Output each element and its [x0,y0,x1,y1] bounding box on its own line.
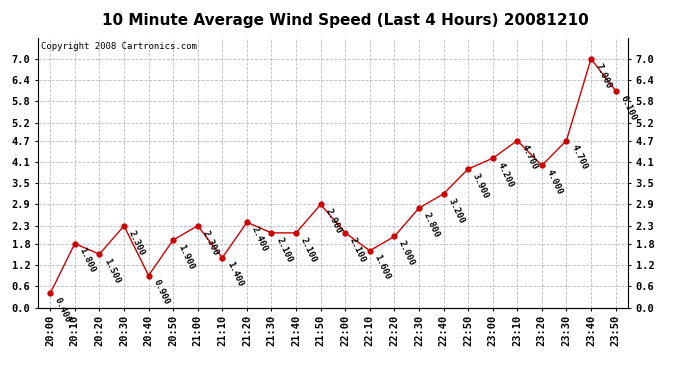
Text: 1.500: 1.500 [102,257,121,285]
Text: 3.200: 3.200 [446,196,466,225]
Text: 4.200: 4.200 [495,161,515,189]
Text: 2.900: 2.900 [324,207,343,236]
Text: Copyright 2008 Cartronics.com: Copyright 2008 Cartronics.com [41,42,197,51]
Text: 10 Minute Average Wind Speed (Last 4 Hours) 20081210: 10 Minute Average Wind Speed (Last 4 Hou… [101,13,589,28]
Text: 1.900: 1.900 [176,243,195,271]
Text: 2.100: 2.100 [299,236,318,264]
Text: 2.100: 2.100 [274,236,294,264]
Text: 2.300: 2.300 [127,229,146,257]
Text: 2.100: 2.100 [348,236,368,264]
Text: 2.000: 2.000 [397,239,417,267]
Text: 1.800: 1.800 [77,246,97,274]
Text: 1.400: 1.400 [225,261,244,289]
Text: 1.600: 1.600 [373,254,392,282]
Text: 0.900: 0.900 [151,278,171,306]
Text: 4.700: 4.700 [569,143,589,171]
Text: 7.000: 7.000 [594,62,613,90]
Text: 2.800: 2.800 [422,211,441,239]
Text: 4.000: 4.000 [544,168,564,196]
Text: 0.400: 0.400 [53,296,72,324]
Text: 3.900: 3.900 [471,172,491,200]
Text: 4.700: 4.700 [520,143,540,171]
Text: 2.300: 2.300 [201,229,220,257]
Text: 2.400: 2.400 [250,225,269,253]
Text: 6.100: 6.100 [618,94,638,122]
